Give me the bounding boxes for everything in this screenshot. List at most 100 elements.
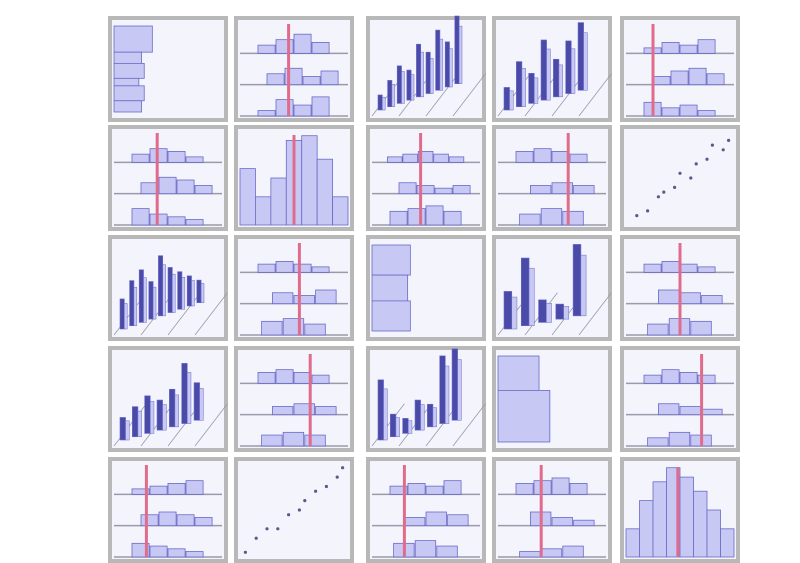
panel-frame bbox=[108, 457, 228, 563]
bar-mark bbox=[158, 255, 164, 317]
panel-r4-c0 bbox=[108, 457, 228, 563]
bar-mark bbox=[293, 371, 312, 384]
bar-mark bbox=[443, 480, 462, 495]
bar-mark bbox=[403, 517, 426, 527]
bar-mark bbox=[706, 509, 721, 558]
panel-r2-c3 bbox=[492, 235, 612, 341]
bar-side bbox=[558, 64, 563, 98]
bar-mark bbox=[301, 135, 318, 226]
bar-mark bbox=[701, 295, 723, 305]
bar-mark bbox=[679, 371, 698, 384]
bar-mark bbox=[257, 371, 276, 384]
perspective-line bbox=[167, 292, 201, 336]
bar-side bbox=[391, 84, 396, 107]
bar-side bbox=[533, 77, 539, 104]
bar-mark bbox=[425, 485, 444, 495]
panel-r0-c0 bbox=[108, 16, 228, 122]
scatter-point bbox=[646, 209, 650, 213]
bar-side bbox=[162, 264, 166, 317]
bar-side bbox=[199, 388, 204, 421]
bar-mark bbox=[652, 76, 671, 86]
bar-side bbox=[152, 286, 157, 320]
bar-mark bbox=[643, 263, 662, 273]
bar-mark bbox=[156, 399, 163, 431]
bar-mark bbox=[167, 267, 173, 313]
bar-mark bbox=[194, 517, 213, 527]
bar-mark bbox=[679, 263, 698, 273]
bar-mark bbox=[371, 274, 409, 302]
bar-mark bbox=[562, 210, 584, 226]
panel-r2-c0 bbox=[108, 235, 228, 341]
bar-mark bbox=[315, 406, 337, 416]
panel-r1-c3 bbox=[492, 125, 612, 231]
bar-mark bbox=[625, 528, 640, 558]
bar-mark bbox=[113, 100, 142, 113]
bar-mark bbox=[257, 110, 276, 117]
bar-mark bbox=[533, 148, 552, 163]
bar-mark bbox=[551, 182, 573, 195]
scatter-point bbox=[324, 484, 328, 489]
bar-mark bbox=[194, 185, 213, 195]
scatter-point bbox=[254, 536, 258, 540]
bar-mark bbox=[679, 292, 701, 305]
bar-mark bbox=[447, 514, 469, 527]
scatter-point bbox=[694, 162, 698, 166]
bar-mark bbox=[131, 208, 150, 226]
bar-mark bbox=[255, 196, 272, 226]
bar-mark bbox=[186, 275, 192, 307]
scatter-point bbox=[656, 195, 661, 199]
bar-mark bbox=[679, 44, 698, 54]
bar-side bbox=[407, 420, 413, 434]
bar-mark bbox=[688, 67, 707, 86]
bar-mark bbox=[304, 323, 326, 336]
bar-mark bbox=[275, 260, 294, 273]
bar-mark bbox=[185, 480, 204, 495]
bar-side bbox=[571, 48, 576, 94]
bar-side bbox=[445, 365, 450, 424]
perspective-line bbox=[452, 403, 486, 447]
scatter-point bbox=[721, 148, 725, 152]
panel-r1-c4 bbox=[620, 125, 740, 231]
bar-mark bbox=[639, 500, 654, 558]
bar-mark bbox=[389, 210, 408, 226]
scatter-point bbox=[678, 171, 682, 175]
bar-mark bbox=[315, 289, 337, 305]
panel-r0-c2 bbox=[366, 15, 486, 122]
panel-r4-c2 bbox=[366, 457, 486, 563]
bar-mark bbox=[416, 43, 422, 98]
perspective-line bbox=[194, 403, 228, 447]
bar-mark bbox=[538, 299, 547, 323]
bar-mark bbox=[551, 150, 570, 163]
bar-mark bbox=[377, 379, 384, 441]
bar-side bbox=[521, 68, 526, 107]
bar-mark bbox=[452, 185, 471, 195]
panel-r3-c3 bbox=[492, 346, 612, 452]
bar-mark bbox=[569, 153, 588, 163]
bar-mark bbox=[697, 266, 716, 273]
bar-mark bbox=[396, 65, 402, 104]
scatter-point bbox=[265, 527, 269, 531]
bar-mark bbox=[377, 94, 383, 111]
bar-mark bbox=[519, 213, 541, 226]
bar-mark bbox=[448, 156, 465, 163]
panel-r0-c4 bbox=[620, 16, 740, 122]
bar-mark bbox=[257, 44, 276, 54]
bar-mark bbox=[436, 545, 458, 558]
bar-mark bbox=[293, 403, 315, 416]
bar-mark bbox=[451, 348, 458, 421]
bar-mark bbox=[679, 476, 694, 558]
scatter-point bbox=[705, 157, 709, 161]
bar-mark bbox=[271, 406, 294, 416]
perspective-line bbox=[194, 292, 228, 336]
bar-mark bbox=[311, 374, 330, 384]
scatter-point bbox=[689, 176, 693, 180]
bar-mark bbox=[113, 25, 153, 53]
bar-mark bbox=[270, 177, 287, 226]
bar-mark bbox=[658, 289, 680, 305]
bar-side bbox=[528, 267, 535, 326]
bar-side bbox=[563, 306, 570, 320]
bar-mark bbox=[389, 485, 408, 495]
bar-side bbox=[133, 287, 138, 326]
panel-frame bbox=[234, 457, 354, 563]
